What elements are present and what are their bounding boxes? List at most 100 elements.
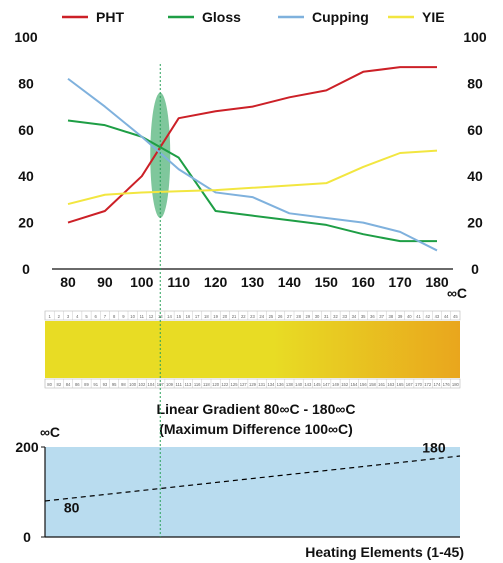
element-number: 4 xyxy=(76,314,79,319)
element-number: 9 xyxy=(122,314,125,319)
element-number: 11 xyxy=(140,314,145,319)
element-temperature: 147 xyxy=(323,382,331,387)
element-number: 10 xyxy=(130,314,135,319)
x-axis-label: Heating Elements (1-45) xyxy=(305,544,464,560)
element-temperature: 82 xyxy=(56,382,61,387)
element-temperature: 145 xyxy=(314,382,322,387)
gradient-caption-line2: (Maximum Difference 100∞C) xyxy=(159,421,353,437)
element-temperature: 102 xyxy=(138,382,146,387)
element-number: 40 xyxy=(407,314,412,319)
legend-label: YIE xyxy=(422,9,445,25)
element-number: 37 xyxy=(379,314,384,319)
element-temperature: 140 xyxy=(295,382,303,387)
element-temperature: 172 xyxy=(424,382,432,387)
element-temperature: 111 xyxy=(176,382,183,387)
element-number: 21 xyxy=(232,314,237,319)
y-tick-label-right: 60 xyxy=(467,122,483,138)
element-number: 36 xyxy=(370,314,375,319)
legend-label: Gloss xyxy=(202,9,241,25)
element-number: 41 xyxy=(416,314,421,319)
element-number: 23 xyxy=(250,314,255,319)
element-number: 3 xyxy=(67,314,70,319)
element-temperature: 98 xyxy=(121,382,126,387)
element-number: 27 xyxy=(287,314,292,319)
series-line-yie xyxy=(67,149,438,206)
x-tick-label: 100 xyxy=(130,274,154,290)
element-temperature: 129 xyxy=(249,382,257,387)
x-tick-label: 170 xyxy=(388,274,412,290)
element-number: 12 xyxy=(149,314,154,319)
element-temperature: 89 xyxy=(84,382,89,387)
y-axis-unit: ∞C xyxy=(40,424,60,440)
element-temperature: 163 xyxy=(387,382,395,387)
x-tick-label: 90 xyxy=(97,274,113,290)
element-number: 42 xyxy=(425,314,430,319)
marker-ellipse xyxy=(150,92,171,218)
element-temperature: 113 xyxy=(185,382,192,387)
element-number: 31 xyxy=(324,314,329,319)
y-tick-label: 200 xyxy=(15,439,39,455)
element-number: 15 xyxy=(176,314,181,319)
element-temperature: 131 xyxy=(258,382,266,387)
series-line-pht xyxy=(67,66,437,224)
element-temperature: 161 xyxy=(378,382,386,387)
y-tick-label-left: 20 xyxy=(18,215,34,231)
y-tick-label-right: 80 xyxy=(467,75,483,91)
heating-elements-chart: 0 200∞C 80 180 Heating Elements (1-45) xyxy=(15,424,464,560)
element-temperature: 122 xyxy=(221,382,229,387)
element-temperature: 149 xyxy=(332,382,340,387)
y-tick-label-left: 40 xyxy=(18,168,34,184)
element-temperature: 156 xyxy=(360,382,368,387)
element-number: 29 xyxy=(305,314,310,319)
element-number: 6 xyxy=(95,314,98,319)
element-temperature: 109 xyxy=(166,382,174,387)
x-tick-label: 140 xyxy=(278,274,302,290)
element-number: 2 xyxy=(58,314,61,319)
heating-gradient-bar: 1802823844865896917938959981010011102121… xyxy=(44,310,461,437)
element-temperature: 91 xyxy=(93,382,98,387)
element-temperature: 120 xyxy=(212,382,220,387)
value-annotation: 80 xyxy=(64,499,80,515)
element-temperature: 118 xyxy=(203,382,210,387)
series-line-cupping xyxy=(67,77,438,252)
gradient-caption-line1: Linear Gradient 80∞C - 180∞C xyxy=(157,401,356,417)
element-temperature: 136 xyxy=(277,382,285,387)
element-temperature: 93 xyxy=(103,382,108,387)
gradient-bar xyxy=(45,321,460,378)
x-tick-label: 80 xyxy=(60,274,76,290)
temperature-profile-line xyxy=(44,455,461,502)
element-temperature: 86 xyxy=(75,382,80,387)
element-temperature: 116 xyxy=(194,382,201,387)
element-temperature: 154 xyxy=(350,382,358,387)
element-temperature: 152 xyxy=(341,382,349,387)
element-temperature: 143 xyxy=(304,382,312,387)
y-tick-label-right: 20 xyxy=(467,215,483,231)
y-tick-label-right: 100 xyxy=(463,29,487,45)
element-number: 26 xyxy=(278,314,283,319)
property-line-chart: 80 90 100 110 120 130 140 150 160 170 180∞C0 020 204… xyxy=(14,9,487,301)
series-line-gloss xyxy=(67,119,437,243)
y-tick-label-left: 100 xyxy=(14,29,38,45)
element-temperature: 158 xyxy=(369,382,377,387)
element-number: 20 xyxy=(222,314,227,319)
x-tick-label: 180 xyxy=(425,274,449,290)
element-number: 14 xyxy=(167,314,172,319)
element-temperature: 165 xyxy=(397,382,405,387)
y-tick-label-right: 0 xyxy=(471,261,479,277)
element-number: 32 xyxy=(333,314,338,319)
x-tick-label: 130 xyxy=(241,274,265,290)
x-tick-label: 120 xyxy=(204,274,228,290)
element-number: 39 xyxy=(398,314,403,319)
element-number: 5 xyxy=(85,314,88,319)
y-tick-label: 0 xyxy=(23,529,31,545)
element-temperature: 104 xyxy=(148,382,156,387)
element-temperature: 80 xyxy=(47,382,52,387)
x-tick-label: 110 xyxy=(167,274,190,290)
plot-background xyxy=(45,447,460,537)
element-temperature: 95 xyxy=(112,382,117,387)
element-number: 22 xyxy=(241,314,246,319)
element-number: 18 xyxy=(204,314,209,319)
element-temperature: 180 xyxy=(452,382,460,387)
